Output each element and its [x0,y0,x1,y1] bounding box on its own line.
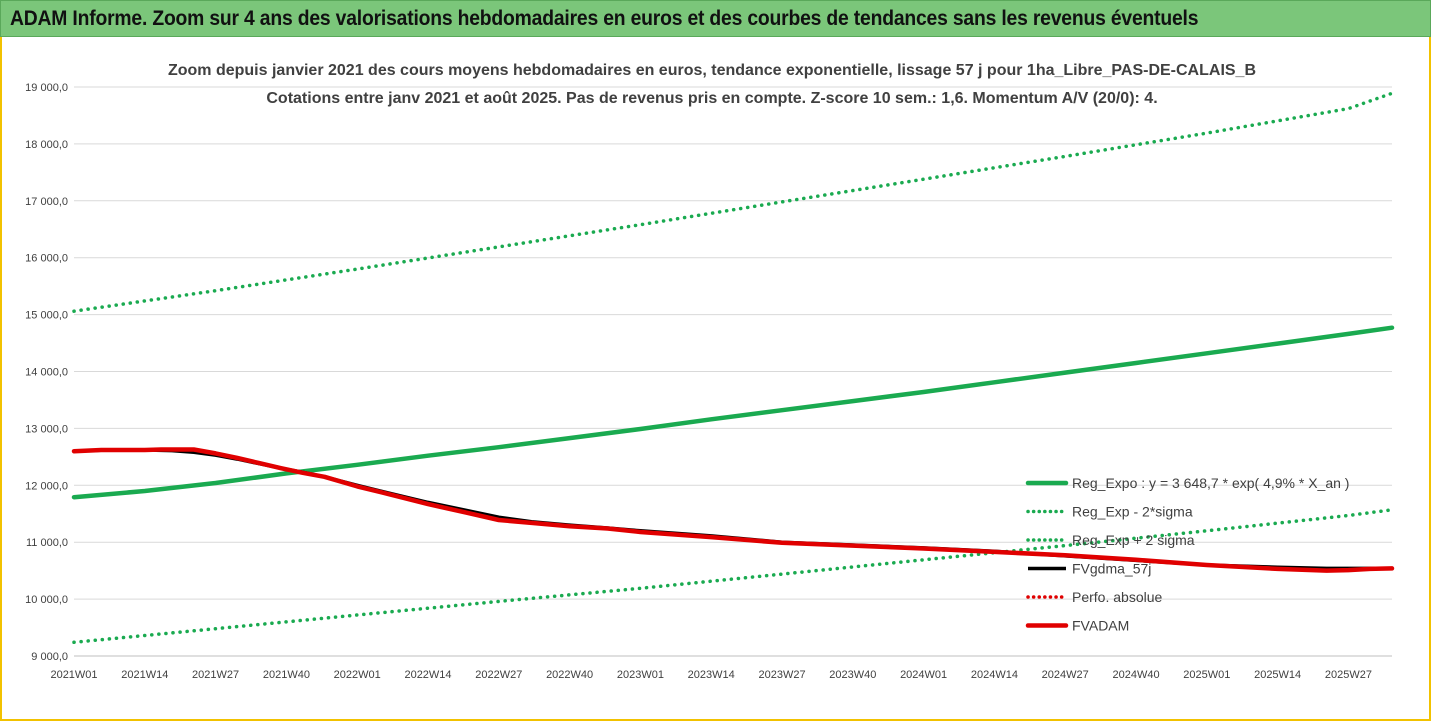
y-tick-label: 13 000,0 [25,423,68,435]
y-tick-label: 16 000,0 [25,253,68,265]
report-title: ADAM Informe. Zoom sur 4 ans des valoris… [10,7,1199,30]
legend-label: Reg_Exp + 2 sigma [1072,532,1195,548]
x-tick-label: 2024W27 [1042,669,1089,681]
report-banner: ADAM Informe. Zoom sur 4 ans des valoris… [0,0,1431,37]
x-tick-label: 2025W01 [1183,669,1230,681]
series-line-reg_expo [71,325,1395,500]
legend-label: FVgdma_57j [1072,561,1151,577]
y-tick-label: 18 000,0 [25,139,68,151]
series-line-fvadam [71,447,1395,573]
legend-label: Perfo. absolue [1072,589,1162,605]
x-tick-label: 2021W40 [263,669,310,681]
series-line-reg_sigma [72,508,1394,645]
x-tick-label: 2024W14 [971,669,1018,681]
x-tick-label: 2025W27 [1325,669,1372,681]
x-tick-label: 2023W14 [688,669,735,681]
y-tick-label: 19 000,0 [25,82,68,94]
y-tick-label: 10 000,0 [25,594,68,606]
x-tick-label: 2023W01 [617,669,664,681]
series-line-reg_sigma [72,91,1394,313]
x-tick-label: 2023W40 [829,669,876,681]
legend-label: Reg_Expo : y = 3 648,7 * exp( 4,9% * X_a… [1072,475,1349,491]
x-tick-label: 2021W14 [121,669,168,681]
y-tick-label: 11 000,0 [26,537,68,549]
x-axis: 2021W01 2021W14 2021W27 2021W40 2022W01 2022W… [50,669,1372,681]
chart-grid [74,86,1392,657]
y-tick-label: 12 000,0 [25,480,68,492]
x-tick-label: 2022W40 [546,669,593,681]
x-tick-label: 2024W40 [1112,669,1159,681]
x-tick-label: 2023W27 [758,669,805,681]
y-tick-label: 15 000,0 [25,310,68,322]
chart-title-line1: Zoom depuis janvier 2021 des cours moyen… [168,62,1256,79]
x-tick-label: 2024W01 [900,669,947,681]
y-tick-label: 14 000,0 [25,367,68,379]
chart-legend: Reg_Expo : y = 3 648,7 * exp( 4,9% * X_a… [1025,475,1349,634]
x-tick-label: 2021W27 [192,669,239,681]
x-tick-label: 2021W01 [50,669,97,681]
chart-series [71,91,1395,645]
y-tick-label: 9 000,0 [31,651,68,663]
legend-label: FVADAM [1072,618,1129,634]
y-tick-label: 17 000,0 [25,196,68,208]
x-tick-label: 2025W14 [1254,669,1301,681]
y-axis: 9 000,0 10 000,0 11 000,0 12 000,0 13 000,0 1… [25,82,68,663]
x-tick-label: 2022W01 [334,669,381,681]
chart-title-line2: Cotations entre janv 2021 et août 2025. … [266,90,1157,107]
legend-label: Reg_Exp - 2*sigma [1072,504,1193,520]
x-tick-label: 2022W27 [475,669,522,681]
x-tick-label: 2022W14 [404,669,451,681]
